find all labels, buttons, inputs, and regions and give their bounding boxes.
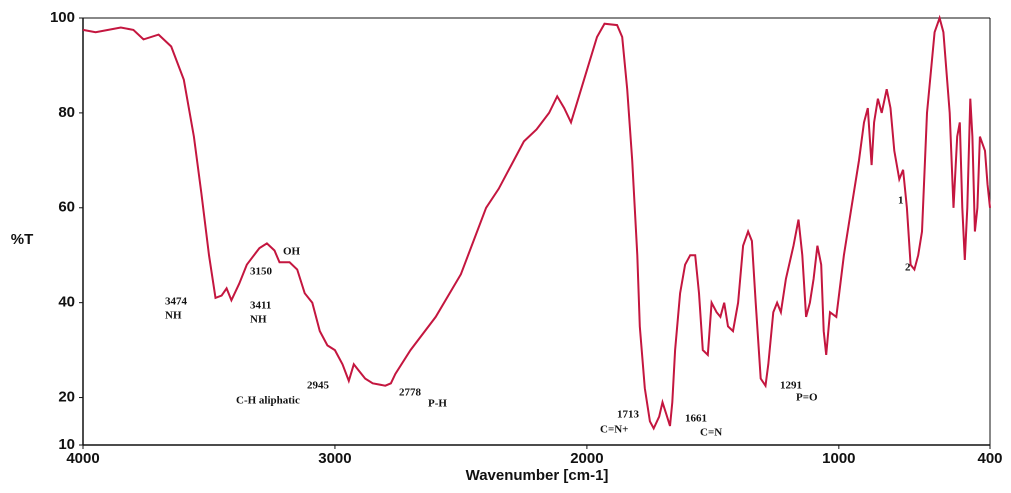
spectrum-line xyxy=(82,14,991,431)
y-tick-label: 100 xyxy=(50,9,75,26)
y-axis-label: %T xyxy=(11,231,34,248)
annotation: 2 xyxy=(905,262,911,274)
annotation: 2945 xyxy=(307,380,330,392)
annotation: NH xyxy=(250,314,267,326)
x-axis-label: Wavenumber [cm-1] xyxy=(466,467,609,484)
x-tick-label: 1000 xyxy=(822,450,855,467)
annotation: P-H xyxy=(428,398,447,410)
annotation: 2778 xyxy=(399,387,422,399)
y-tick-label: 60 xyxy=(58,199,75,216)
annotation: 1291 xyxy=(780,380,802,392)
annotation: OH xyxy=(283,246,301,258)
annotation: 3150 xyxy=(250,266,273,278)
annotation: NH xyxy=(165,310,182,322)
annotation: 1713 xyxy=(617,409,640,421)
annotation: 3411 xyxy=(250,300,271,312)
annotation: C=N+ xyxy=(600,424,628,436)
annotation: 1 xyxy=(898,195,904,207)
annotation: P=O xyxy=(796,392,818,404)
annotation: C=N xyxy=(700,427,722,439)
annotation: 3474 xyxy=(165,296,188,308)
x-tick-label: 3000 xyxy=(318,450,351,467)
annotation: C-H aliphatic xyxy=(236,395,300,407)
y-tick-label: 40 xyxy=(58,294,75,311)
x-tick-label: 400 xyxy=(977,450,1002,467)
x-tick-label: 2000 xyxy=(570,450,603,467)
y-tick-label: 80 xyxy=(58,104,75,121)
y-tick-label: 20 xyxy=(58,389,75,406)
x-tick-label: 4000 xyxy=(66,450,99,467)
annotation: 1661 xyxy=(685,413,707,425)
y-tick-label: 10 xyxy=(58,436,75,453)
